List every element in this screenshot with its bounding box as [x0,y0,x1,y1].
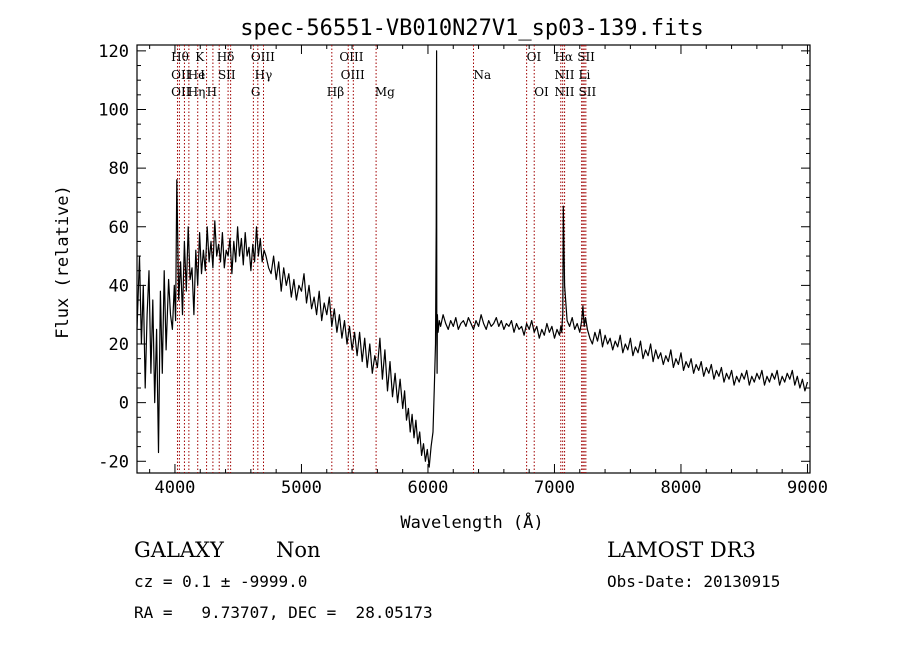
y-axis-label: Flux (relative) [53,185,73,339]
line-label: I [200,68,205,82]
line-label: OIII [339,50,363,64]
chart-title: spec-56551-VB010N27V1_sp03-139.fits [240,16,704,41]
line-label: SII [218,68,236,82]
line-label: Hη [188,85,206,99]
survey-label: LAMOST DR3 [607,538,756,562]
y-tick-label: 100 [98,100,129,120]
line-label: Mg [375,85,395,99]
x-tick-label: 9000 [787,478,828,498]
line-label: NII [554,85,574,99]
line-label: Li [578,68,590,82]
coordinates: RA = 9.73707, DEC = 28.05173 [134,603,433,622]
obs-date: Obs-Date: 20130915 [607,572,781,591]
x-tick-label: 8000 [660,478,701,498]
line-label: OIII [341,68,365,82]
line-label: NII [554,68,574,82]
y-tick-label: 40 [109,276,129,296]
y-tick-label: 120 [98,42,129,62]
line-markers [176,45,587,473]
line-label: Hα [554,50,573,64]
y-tick-label: 0 [119,394,129,414]
cz-line: cz = 0.1 ± -9999.0 [134,572,308,591]
line-label: SII [577,50,595,64]
y-tick-label: 80 [109,159,129,179]
spectrum-line [136,50,809,468]
line-label: OIII [251,50,275,64]
line-label: Hθ [171,50,189,64]
line-label: OI [527,50,542,64]
spectrum-series [136,50,809,468]
x-axis-label: Wavelength (Å) [400,511,543,533]
x-tick-label: 7000 [534,478,575,498]
y-tick-label: 20 [109,335,129,355]
line-label: OII [171,85,191,99]
x-tick-label: 4000 [154,478,195,498]
x-tick-label: 6000 [407,478,448,498]
y-tick-label: 60 [109,218,129,238]
line-label: G [251,85,261,99]
line-label: H [207,85,217,99]
line-label: SII [578,85,596,99]
axes: 4000 5000 6000 7000 8000 9000 -20 0 20 40 60 80 100 1… [98,42,828,498]
line-label: Na [474,68,492,82]
line-label: Hγ [255,68,273,82]
subclass-label: Non [276,538,321,562]
class-label: GALAXY [134,538,224,562]
line-label: K [195,50,205,64]
x-tick-label: 5000 [281,478,322,498]
y-tick-label: -20 [98,452,129,472]
line-label: He [188,68,206,82]
line-label: OI [534,85,549,99]
line-label: OII [171,68,191,82]
line-label: Hδ [217,50,235,64]
line-label: Hβ [327,85,344,99]
